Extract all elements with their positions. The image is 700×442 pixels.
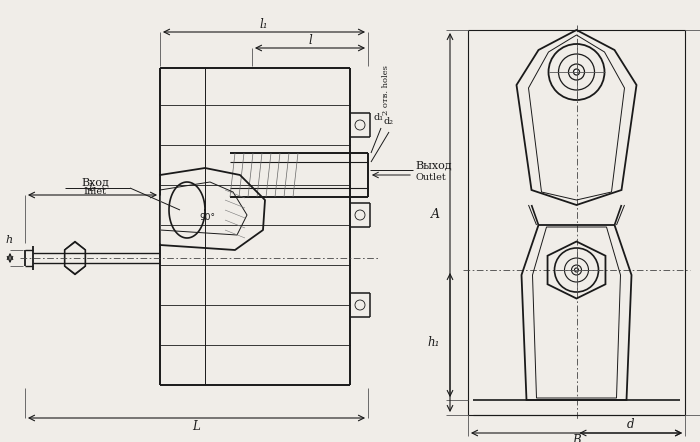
Text: Inlet: Inlet bbox=[83, 187, 106, 197]
Text: d₂: d₂ bbox=[384, 118, 394, 126]
Text: Выход: Выход bbox=[415, 160, 452, 170]
Circle shape bbox=[575, 268, 578, 272]
Text: d₁: d₁ bbox=[374, 114, 384, 122]
Text: Outlet: Outlet bbox=[415, 174, 446, 183]
Text: l₂: l₂ bbox=[88, 183, 97, 193]
Circle shape bbox=[573, 69, 580, 75]
Text: 90°: 90° bbox=[199, 213, 215, 222]
Text: A: A bbox=[431, 209, 440, 221]
Text: L: L bbox=[193, 419, 200, 433]
Text: d: d bbox=[627, 419, 634, 431]
Text: 2 отв. holes: 2 отв. holes bbox=[382, 65, 390, 115]
Text: l₁: l₁ bbox=[260, 19, 268, 31]
Text: h₁: h₁ bbox=[428, 336, 440, 349]
Text: h: h bbox=[6, 235, 13, 245]
Text: B: B bbox=[572, 434, 581, 442]
Text: Вход: Вход bbox=[81, 177, 109, 187]
Text: l: l bbox=[308, 34, 312, 47]
